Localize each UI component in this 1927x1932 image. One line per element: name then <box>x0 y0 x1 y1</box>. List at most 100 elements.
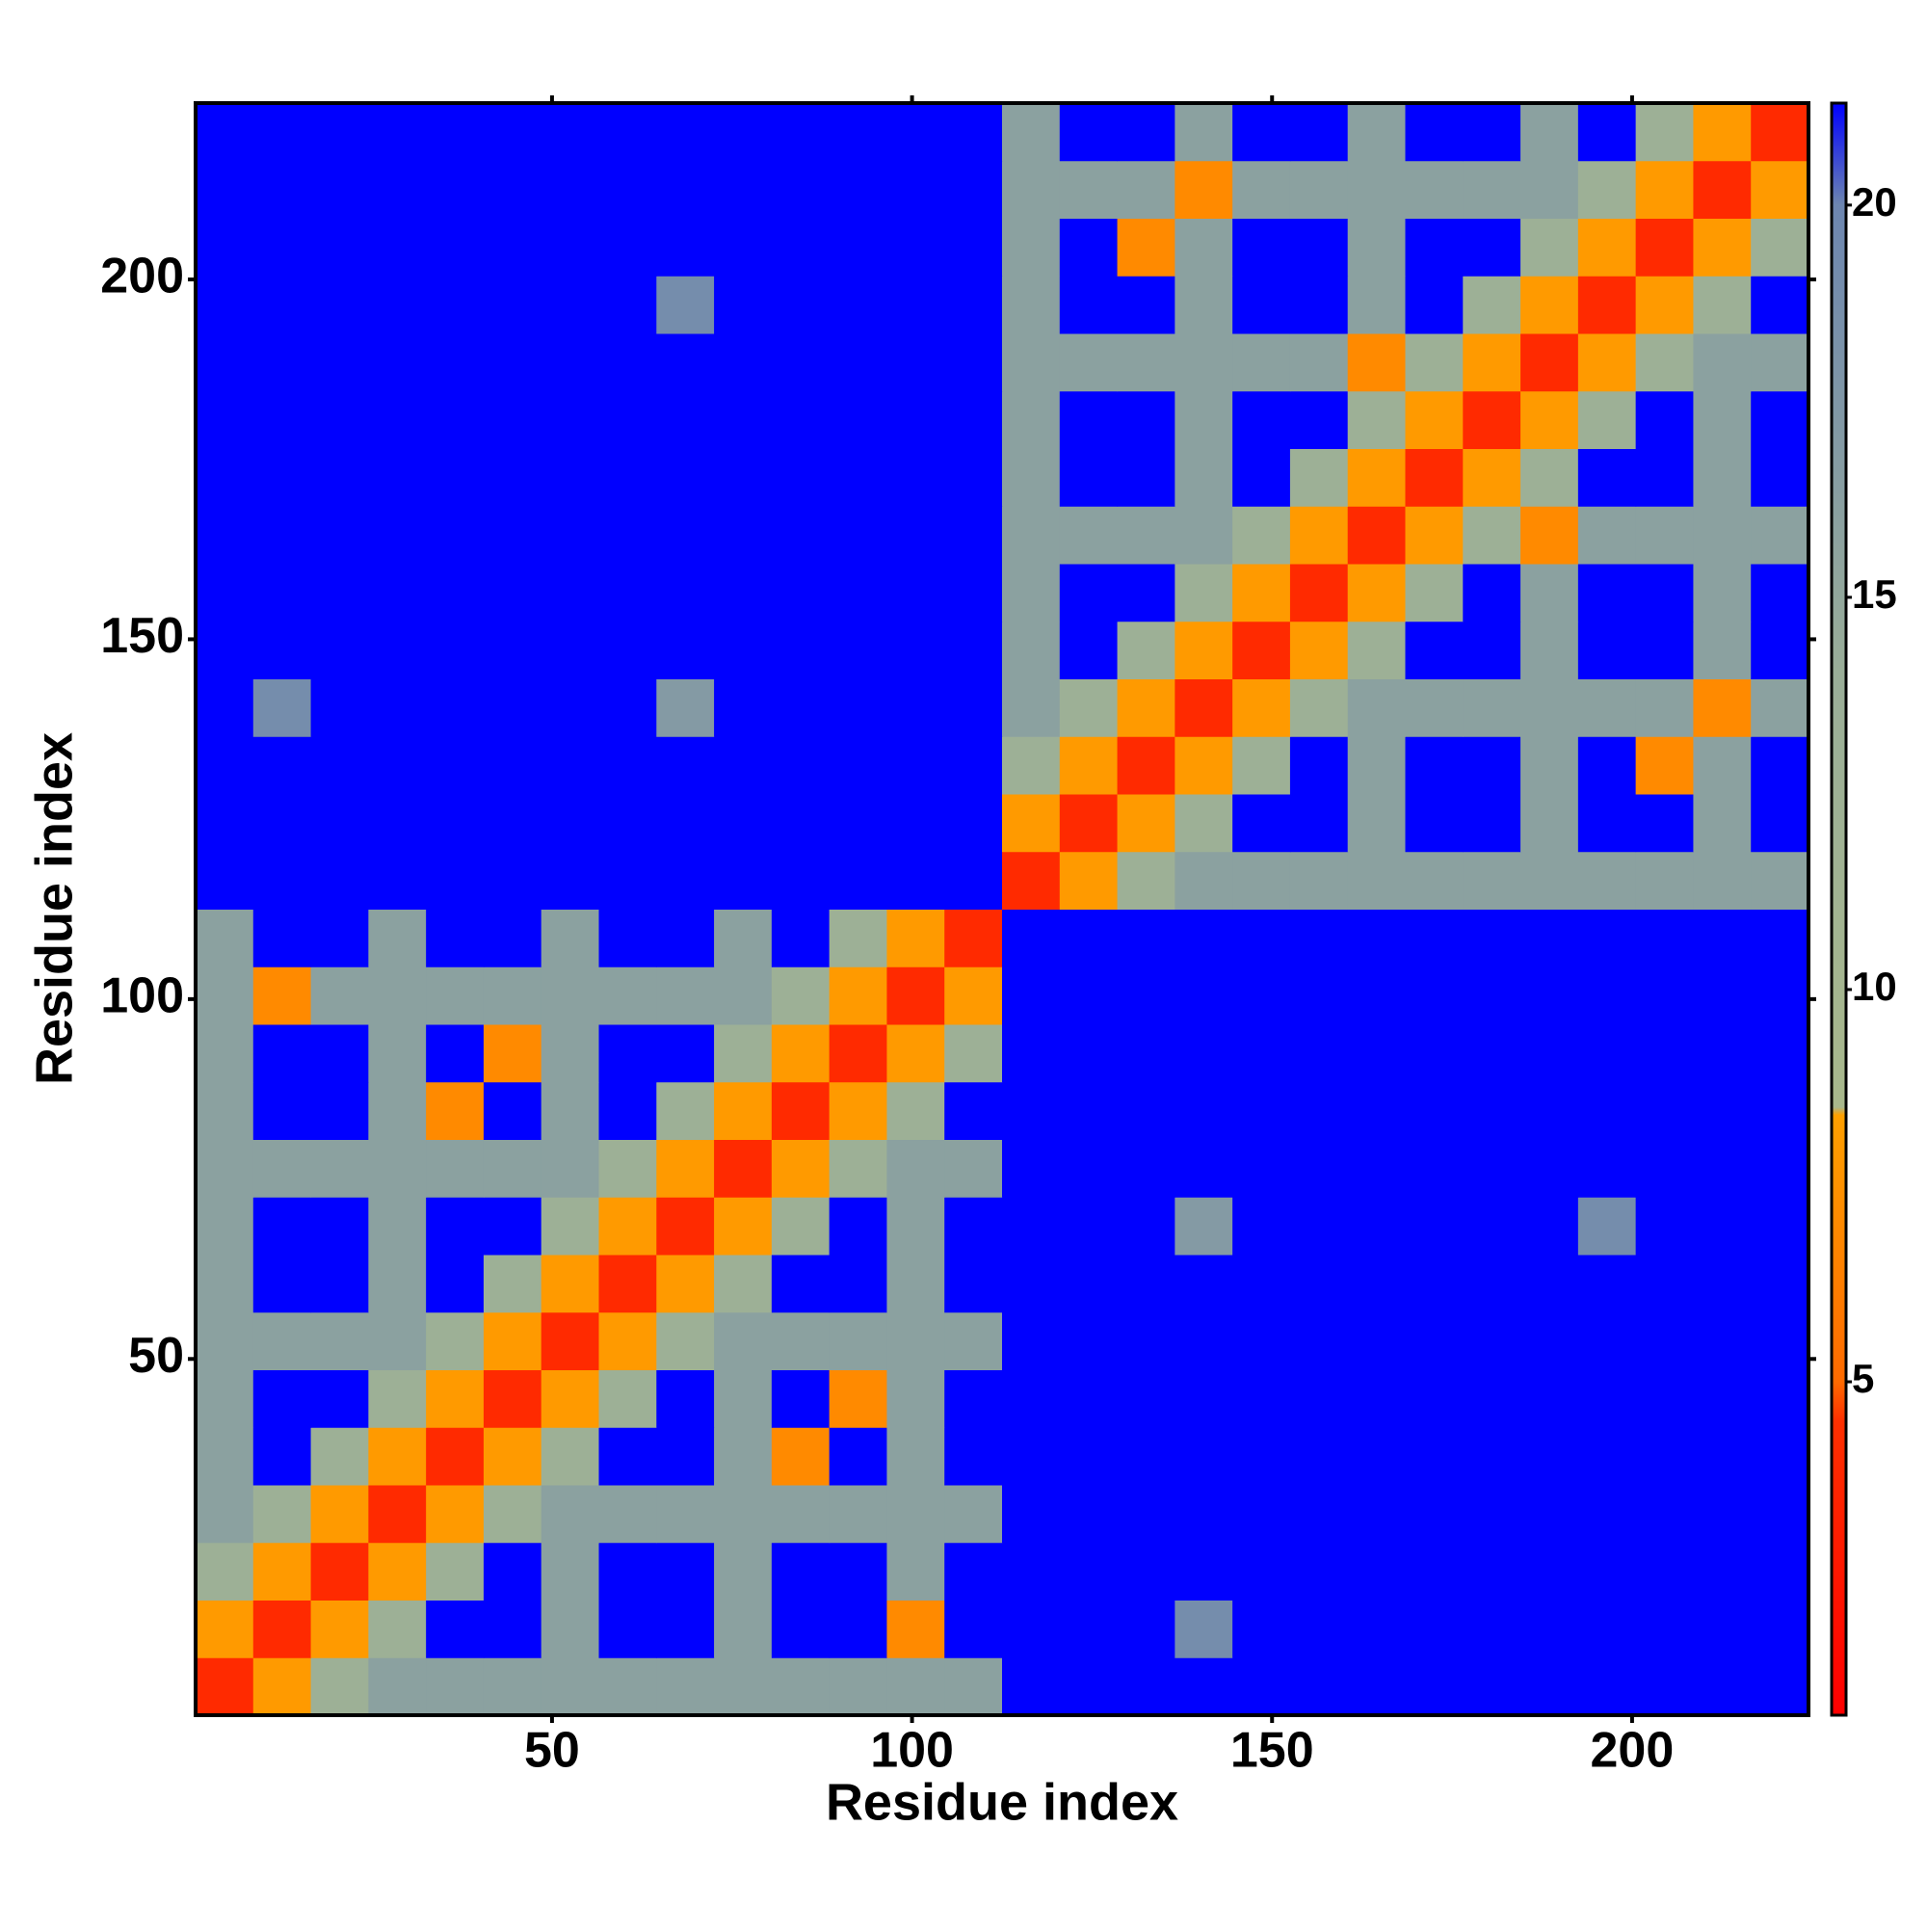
cell <box>1117 1024 1175 1083</box>
cell <box>1520 103 1579 162</box>
cell <box>196 909 254 967</box>
cell <box>1751 1657 1809 1716</box>
cell <box>1751 621 1809 679</box>
cell <box>1117 851 1175 910</box>
cell <box>541 506 599 565</box>
cell <box>714 448 773 507</box>
cell <box>1577 218 1637 277</box>
cell <box>714 1600 773 1658</box>
cell <box>1693 851 1752 910</box>
cell <box>714 736 773 795</box>
cell <box>483 276 542 334</box>
cell <box>944 390 1003 449</box>
cell <box>829 448 887 507</box>
y-tick-label: 150 <box>100 608 184 664</box>
cell <box>1289 160 1349 219</box>
cell <box>598 103 657 162</box>
cell <box>1635 621 1694 679</box>
cell <box>771 1139 831 1198</box>
cell <box>426 678 485 737</box>
cell <box>656 390 715 449</box>
cell <box>541 1485 599 1544</box>
cell <box>1232 621 1291 679</box>
cell <box>310 448 369 507</box>
cell <box>656 1197 715 1256</box>
cell <box>1751 794 1809 853</box>
cell <box>944 736 1003 795</box>
cell <box>1232 909 1291 967</box>
cell <box>541 1369 599 1428</box>
cell <box>1289 1139 1349 1198</box>
cell <box>426 160 485 219</box>
cell <box>1520 506 1579 565</box>
cell <box>771 1024 831 1083</box>
cell <box>1520 1485 1579 1544</box>
cell <box>426 794 485 853</box>
cell <box>483 678 542 737</box>
cell <box>541 794 599 853</box>
cell <box>1751 1024 1809 1083</box>
cell <box>656 506 715 565</box>
cell <box>310 1369 369 1428</box>
cell <box>1577 621 1637 679</box>
cell <box>541 276 599 334</box>
cell <box>1405 506 1464 565</box>
cell <box>541 218 599 277</box>
cell <box>771 794 831 853</box>
cell <box>483 103 542 162</box>
cell <box>1232 448 1291 507</box>
cell <box>598 1542 657 1601</box>
cell <box>1002 1197 1061 1256</box>
cell <box>1463 333 1521 392</box>
cell <box>1635 1600 1694 1658</box>
cell <box>656 1311 715 1370</box>
cell <box>426 1197 485 1256</box>
cell <box>1059 506 1119 565</box>
cell <box>771 276 831 334</box>
cell <box>656 218 715 277</box>
cell <box>1117 1542 1175 1601</box>
cell <box>598 1255 657 1313</box>
cell <box>1002 621 1061 679</box>
cell <box>944 564 1003 622</box>
cell <box>426 1600 485 1658</box>
cell <box>1635 1485 1694 1544</box>
cell <box>714 1197 773 1256</box>
cell <box>1751 1600 1809 1658</box>
cell <box>1059 1657 1119 1716</box>
cell <box>1463 621 1521 679</box>
cell <box>1751 678 1809 737</box>
cell <box>598 621 657 679</box>
cell <box>1289 1485 1349 1544</box>
cell <box>1232 564 1291 622</box>
cell <box>1232 333 1291 392</box>
cell <box>310 1139 369 1198</box>
cell <box>1002 1600 1061 1658</box>
cell <box>886 333 945 392</box>
cell <box>1002 160 1061 219</box>
cell <box>944 1139 1003 1198</box>
cell <box>829 333 887 392</box>
cell <box>944 1255 1003 1313</box>
cell <box>1751 1197 1809 1256</box>
cell <box>310 103 369 162</box>
cell <box>1059 218 1119 277</box>
cell <box>829 160 887 219</box>
cell <box>1289 390 1349 449</box>
cell <box>368 390 427 449</box>
cell <box>1232 1255 1291 1313</box>
cell <box>1175 1139 1233 1198</box>
cell <box>310 506 369 565</box>
cell <box>1693 1255 1752 1313</box>
cell <box>426 1485 485 1544</box>
cell <box>1405 1542 1464 1601</box>
cell <box>944 1024 1003 1083</box>
cell <box>714 678 773 737</box>
cell <box>1117 506 1175 565</box>
cell <box>1232 103 1291 162</box>
cell <box>1405 1600 1464 1658</box>
cell <box>1751 1081 1809 1140</box>
cell <box>541 333 599 392</box>
cell <box>598 276 657 334</box>
cell <box>1751 1369 1809 1428</box>
